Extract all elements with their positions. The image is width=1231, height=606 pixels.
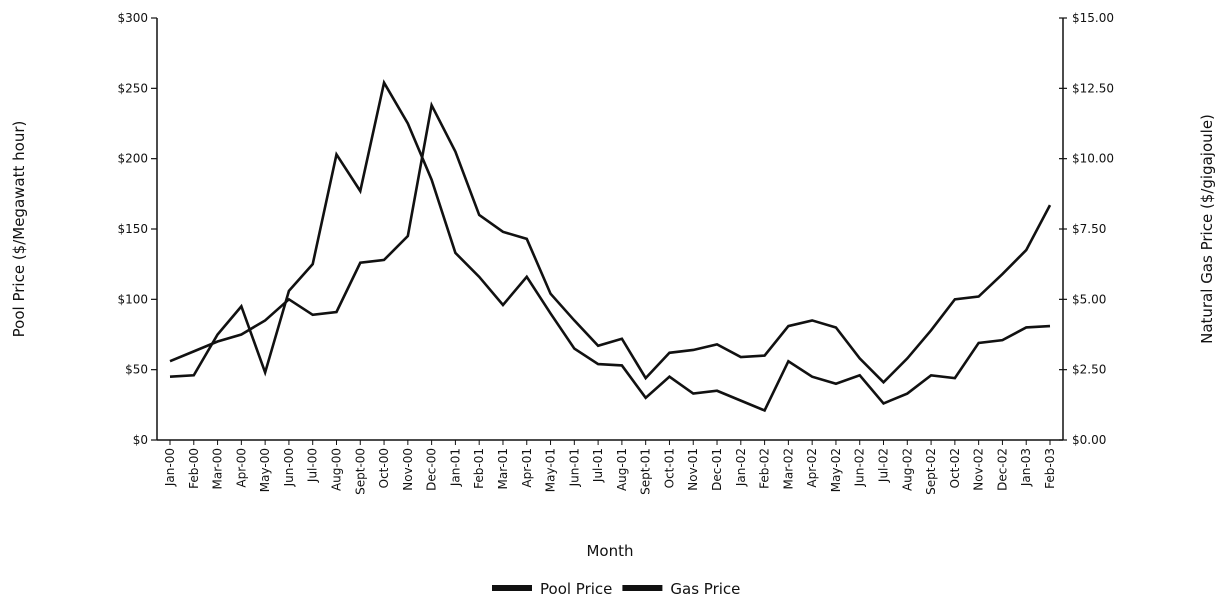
legend-swatch xyxy=(492,585,532,591)
y2-tick-label: $5.00 xyxy=(1072,292,1106,306)
x-tick-label: Apr-01 xyxy=(520,448,534,488)
y2-tick-label: $12.50 xyxy=(1072,81,1114,95)
legend-label: Gas Price xyxy=(670,580,740,598)
x-tick-label: May-00 xyxy=(258,448,272,492)
x-tick-label: Feb-00 xyxy=(187,448,201,489)
y-axis-title: Pool Price ($/Megawatt hour) xyxy=(10,121,28,338)
x-tick-label: May-01 xyxy=(544,448,558,492)
x-tick-label: Jun-01 xyxy=(567,448,581,487)
x-tick-label: Sept-01 xyxy=(639,448,653,495)
x-tick-label: Jan-00 xyxy=(163,448,177,487)
y-tick-label: $250 xyxy=(117,81,148,95)
y-tick-label: $0 xyxy=(133,433,148,447)
x-tick-label: Jul-02 xyxy=(877,448,891,483)
x-tick-label: Aug-00 xyxy=(329,448,343,491)
y-tick-label: $300 xyxy=(117,11,148,25)
legend-swatch xyxy=(622,585,663,591)
y2-tick-label: $0.00 xyxy=(1072,433,1106,447)
x-tick-label: Sept-02 xyxy=(924,448,938,495)
x-tick-label: Nov-01 xyxy=(686,448,700,491)
x-tick-label: Feb-02 xyxy=(758,448,772,489)
y2-tick-label: $2.50 xyxy=(1072,363,1106,377)
y2-tick-label: $7.50 xyxy=(1072,222,1106,236)
x-tick-label: Jun-02 xyxy=(853,448,867,487)
x-tick-label: Jan-02 xyxy=(734,448,748,487)
x-tick-label: Aug-02 xyxy=(900,448,914,491)
y-tick-label: $150 xyxy=(117,222,148,236)
x-tick-label: Nov-02 xyxy=(972,448,986,491)
x-tick-label: May-02 xyxy=(829,448,843,492)
x-tick-label: Oct-00 xyxy=(377,448,391,488)
x-tick-label: Dec-00 xyxy=(425,448,439,491)
x-tick-label: Jun-00 xyxy=(282,448,296,487)
x-tick-label: Dec-02 xyxy=(995,448,1009,491)
series-line xyxy=(169,101,1052,385)
x-tick-label: Feb-01 xyxy=(472,448,486,489)
y2-tick-label: $15.00 xyxy=(1072,11,1114,25)
y-tick-label: $200 xyxy=(117,152,148,166)
y-tick-label: $100 xyxy=(117,292,148,306)
series-line xyxy=(169,79,1051,413)
y2-axis-title: Natural Gas Price ($/gigajoule) xyxy=(1198,114,1216,344)
x-tick-label: Sept-00 xyxy=(353,448,367,495)
x-tick-label: Mar-01 xyxy=(496,448,510,489)
x-tick-label: Feb-03 xyxy=(1043,448,1057,489)
x-axis-title: Month xyxy=(586,542,633,560)
x-tick-label: Jan-03 xyxy=(1019,448,1033,487)
legend-label: Pool Price xyxy=(540,580,612,598)
x-tick-label: Oct-01 xyxy=(662,448,676,488)
x-tick-label: Jul-01 xyxy=(591,448,605,483)
x-tick-label: Dec-01 xyxy=(710,448,724,491)
x-tick-label: Mar-02 xyxy=(781,448,795,489)
x-tick-label: Mar-00 xyxy=(211,448,225,489)
x-tick-label: Jan-01 xyxy=(448,448,462,487)
x-tick-label: Apr-02 xyxy=(805,448,819,488)
x-tick-label: Jul-00 xyxy=(306,448,320,483)
y-tick-label: $50 xyxy=(125,363,148,377)
x-tick-label: Aug-01 xyxy=(615,448,629,491)
y2-tick-label: $10.00 xyxy=(1072,152,1114,166)
x-tick-label: Oct-02 xyxy=(948,448,962,488)
x-tick-label: Apr-00 xyxy=(234,448,248,488)
x-tick-label: Nov-00 xyxy=(401,448,415,491)
